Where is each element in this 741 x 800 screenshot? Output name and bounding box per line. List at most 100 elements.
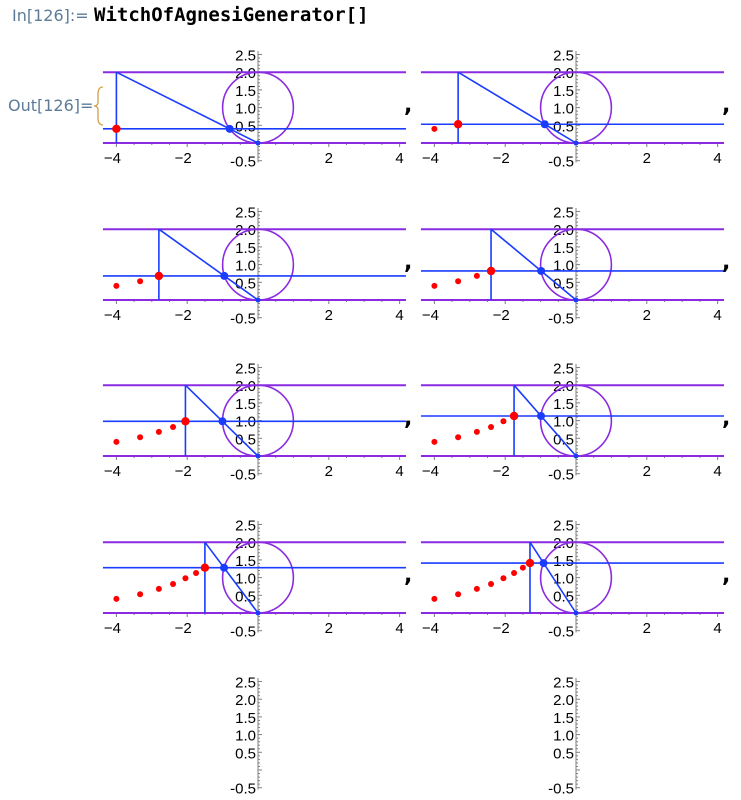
x-tick-label: 2 <box>325 620 333 637</box>
y-tick-label: 0.5 <box>553 745 574 762</box>
y-tick-label: 1.0 <box>235 727 256 744</box>
output-label: Out[126]= <box>8 96 94 115</box>
list-separator: , <box>722 563 731 589</box>
secant-line <box>513 385 577 457</box>
witch-point <box>473 272 480 279</box>
origin-point <box>255 140 261 146</box>
agnesi-frame[interactable]: 2.52.01.51.00.5-0.5−4−224 <box>100 513 420 643</box>
y-tick-label: -0.5 <box>230 624 256 641</box>
x-tick-label: 4 <box>713 307 721 324</box>
y-tick-label: 2.0 <box>235 692 256 709</box>
secant-line <box>116 71 259 144</box>
witch-point <box>525 558 535 568</box>
output-brace[interactable] <box>93 86 105 126</box>
witch-point <box>154 271 164 280</box>
x-tick-label: 2 <box>643 620 651 637</box>
secant-line <box>204 541 259 614</box>
circle-intersection-point <box>537 266 546 275</box>
y-tick-label: 2.5 <box>553 361 574 378</box>
circle-intersection-point <box>220 271 229 280</box>
y-tick-label: 0.5 <box>553 588 574 605</box>
witch-point <box>431 595 438 602</box>
witch-point <box>170 424 177 431</box>
origin-point <box>573 453 579 459</box>
y-tick-label: 1.0 <box>235 101 256 118</box>
witch-point <box>455 277 462 284</box>
x-tick-label: −4 <box>104 150 121 167</box>
y-tick-label: 1.5 <box>235 396 256 413</box>
list-separator: , <box>404 563 413 589</box>
x-tick-label: −2 <box>175 620 192 637</box>
witch-point <box>193 570 200 577</box>
x-tick-label: −4 <box>422 463 439 480</box>
y-tick-label: 1.0 <box>553 101 574 118</box>
origin-point <box>255 453 261 459</box>
witch-point <box>137 277 144 284</box>
witch-point <box>431 282 438 289</box>
origin-point <box>573 140 579 146</box>
y-tick-label: -0.5 <box>548 780 574 797</box>
y-tick-label: 1.5 <box>553 240 574 257</box>
y-tick-label: 2.5 <box>235 674 256 691</box>
origin-point <box>255 610 261 616</box>
agnesi-frame[interactable]: 2.52.01.51.00.5 -0.5 <box>418 670 738 800</box>
y-tick-label: 1.5 <box>235 553 256 570</box>
y-tick-label: 1.5 <box>235 83 256 100</box>
y-tick-label: -0.5 <box>230 467 256 484</box>
x-tick-label: 4 <box>713 620 721 637</box>
list-separator: , <box>404 406 413 432</box>
x-tick-label: 4 <box>395 150 403 167</box>
origin-point <box>573 610 579 616</box>
x-tick-label: −2 <box>493 150 510 167</box>
y-tick-label: 2.5 <box>235 518 256 535</box>
y-tick-label: 2.5 <box>553 518 574 535</box>
agnesi-frame[interactable]: 2.52.01.51.00.5 -0.5 <box>100 670 420 800</box>
x-tick-label: −4 <box>104 620 121 637</box>
list-separator: , <box>404 249 413 275</box>
list-separator: , <box>722 406 731 432</box>
x-tick-label: −4 <box>422 150 439 167</box>
y-tick-label: -0.5 <box>548 154 574 171</box>
witch-point <box>455 591 462 598</box>
y-tick-label: -0.5 <box>230 154 256 171</box>
witch-point <box>113 595 120 602</box>
witch-point <box>137 434 144 441</box>
witch-point <box>431 439 438 446</box>
y-tick-label: 2.5 <box>235 361 256 378</box>
x-tick-label: −2 <box>493 620 510 637</box>
secant-line <box>529 541 577 614</box>
input-label: In[126]:= <box>12 6 89 25</box>
x-tick-label: 4 <box>713 463 721 480</box>
input-code[interactable]: WitchOfAgnesiGenerator[] <box>94 4 369 26</box>
y-tick-label: 0.5 <box>235 118 256 135</box>
witch-point <box>137 591 144 598</box>
circle-intersection-point <box>540 120 549 129</box>
x-tick-label: 4 <box>395 307 403 324</box>
x-tick-label: −2 <box>493 463 510 480</box>
witch-point <box>488 581 495 588</box>
circle-intersection-point <box>218 417 227 426</box>
x-tick-label: 2 <box>325 463 333 480</box>
y-tick-label: -0.5 <box>548 624 574 641</box>
witch-point <box>170 581 177 588</box>
witch-point <box>500 418 507 425</box>
witch-point <box>431 125 438 132</box>
y-tick-label: 2.5 <box>553 204 574 221</box>
witch-point <box>488 424 495 431</box>
y-tick-label: 0.5 <box>553 118 574 135</box>
witch-point <box>155 429 162 436</box>
x-tick-label: −4 <box>422 620 439 637</box>
x-tick-label: 2 <box>325 307 333 324</box>
x-tick-label: −2 <box>493 307 510 324</box>
circle-intersection-point <box>536 412 545 421</box>
y-tick-label: 1.5 <box>235 710 256 727</box>
witch-point <box>511 570 518 577</box>
circle-intersection-point <box>539 559 548 568</box>
